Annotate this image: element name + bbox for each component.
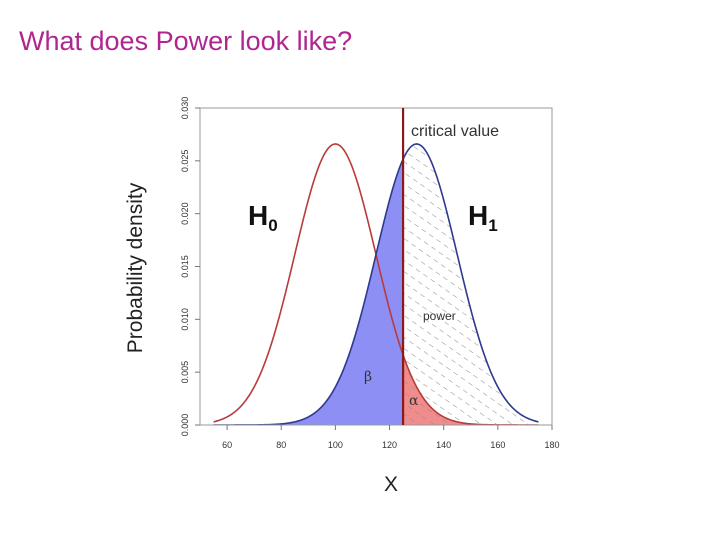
power-region	[403, 143, 539, 425]
critical-value-label: critical value	[411, 123, 499, 140]
y-tick-label: 0.020	[180, 202, 190, 225]
x-tick-label: 120	[382, 440, 397, 450]
fills-layer	[213, 143, 539, 425]
x-axis-title: X	[384, 473, 398, 496]
x-axis: 60 80 100 120 140 160 180	[222, 425, 560, 450]
h0-subscript: 0	[268, 216, 277, 235]
beta-label: β	[364, 369, 372, 385]
x-tick-label: 140	[436, 440, 451, 450]
x-tick-label: 160	[490, 440, 505, 450]
h0-letter: H	[248, 200, 268, 231]
h1-label: H1	[468, 200, 498, 235]
y-tick-label: 0.005	[180, 361, 190, 384]
y-tick-label: 0.010	[180, 308, 190, 331]
alpha-label: α	[409, 393, 419, 409]
h1-letter: H	[468, 200, 488, 231]
y-axis: 0.000 0.005 0.010 0.015 0.020 0.025 0.030	[180, 97, 200, 437]
x-tick-label: 80	[276, 440, 286, 450]
x-tick-label: 100	[328, 440, 343, 450]
y-axis-title: Probability density	[124, 182, 147, 353]
y-tick-label: 0.000	[180, 414, 190, 437]
y-tick-label: 0.030	[180, 97, 190, 120]
y-tick-label: 0.015	[180, 255, 190, 278]
x-tick-label: 180	[544, 440, 559, 450]
h1-subscript: 1	[488, 216, 497, 235]
slide-title: What does Power look like?	[19, 26, 353, 56]
beta-region	[213, 159, 404, 425]
y-tick-label: 0.025	[180, 150, 190, 173]
x-tick-label: 60	[222, 440, 232, 450]
h0-label: H0	[248, 200, 278, 235]
power-label: power	[423, 309, 456, 323]
